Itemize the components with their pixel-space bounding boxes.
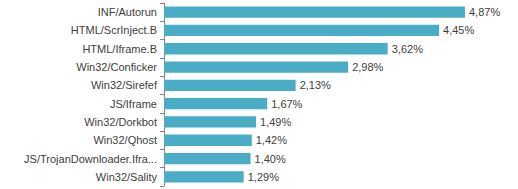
- svg-text:INF/Autorun: INF/Autorun: [98, 6, 157, 18]
- svg-text:4,87%: 4,87%: [469, 6, 500, 18]
- svg-text:1,29%: 1,29%: [248, 171, 279, 183]
- svg-text:2,98%: 2,98%: [352, 61, 383, 73]
- svg-text:JS/Iframe: JS/Iframe: [110, 98, 157, 110]
- svg-text:Win32/Qhost: Win32/Qhost: [93, 134, 157, 146]
- svg-text:1,49%: 1,49%: [260, 116, 291, 128]
- svg-text:Win32/Dorkbot: Win32/Dorkbot: [84, 116, 157, 128]
- svg-text:1,67%: 1,67%: [271, 98, 302, 110]
- svg-text:3,62%: 3,62%: [392, 43, 423, 55]
- svg-text:HTML/Iframe.B: HTML/Iframe.B: [82, 43, 157, 55]
- svg-text:1,40%: 1,40%: [255, 153, 286, 165]
- svg-text:1,42%: 1,42%: [256, 134, 287, 146]
- svg-text:Win32/Sality: Win32/Sality: [96, 171, 158, 183]
- svg-text:HTML/ScrInject.B: HTML/ScrInject.B: [71, 24, 157, 36]
- svg-text:JS/TrojanDownloader.Ifra...: JS/TrojanDownloader.Ifra...: [24, 153, 157, 165]
- svg-text:2,13%: 2,13%: [300, 79, 331, 91]
- svg-text:4,45%: 4,45%: [443, 24, 474, 36]
- svg-text:Win32/Conficker: Win32/Conficker: [76, 61, 157, 73]
- svg-text:Win32/Sirefef: Win32/Sirefef: [91, 79, 158, 91]
